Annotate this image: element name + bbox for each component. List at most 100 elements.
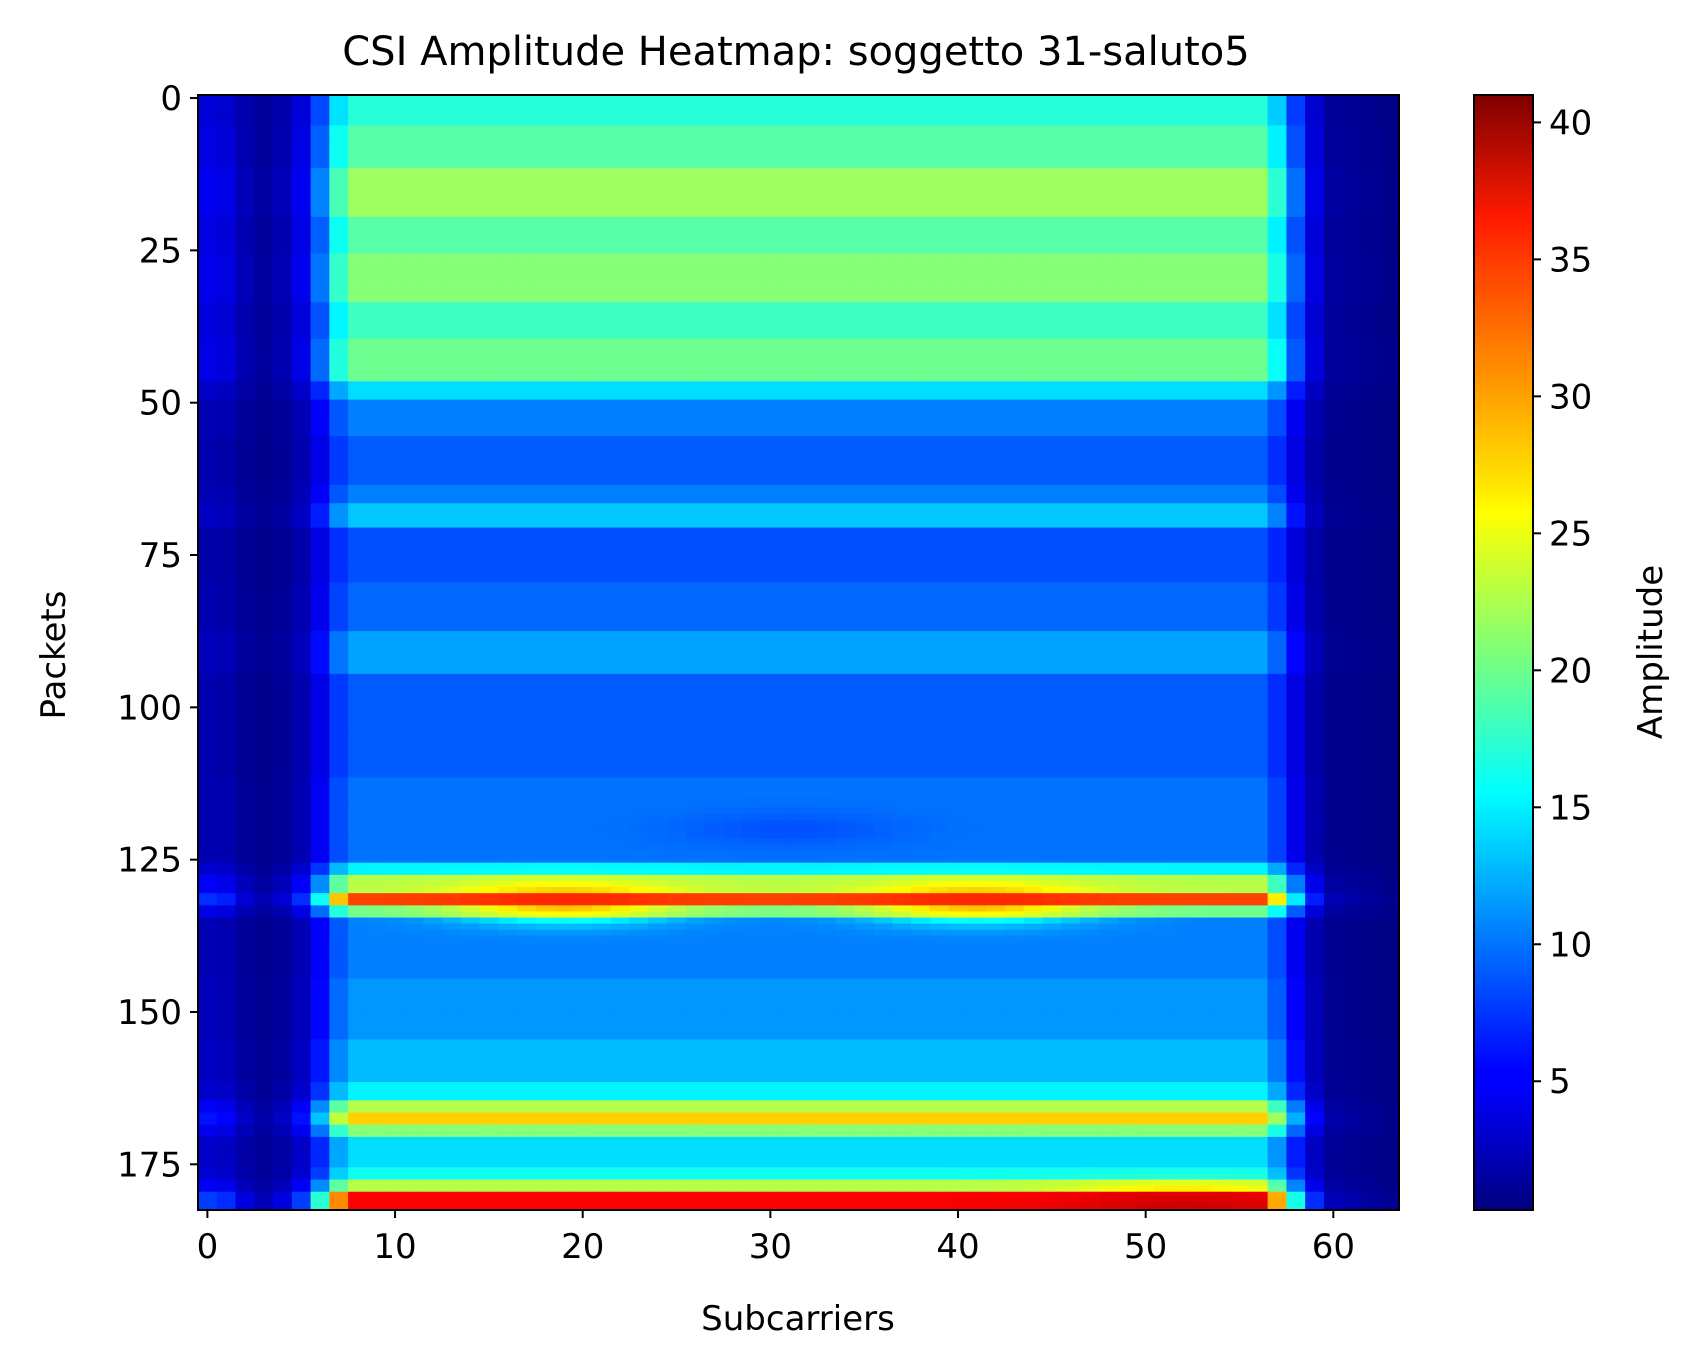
heatmap-cell: [629, 204, 649, 212]
heatmap-cell: [1361, 369, 1381, 376]
heatmap-cell: [610, 363, 631, 370]
heatmap-cell: [1023, 168, 1044, 175]
heatmap-cell: [779, 216, 800, 224]
heatmap-cell: [911, 478, 931, 486]
heatmap-cell: [423, 137, 443, 145]
heatmap-cell: [348, 533, 368, 541]
heatmap-cell: [1192, 411, 1212, 419]
heatmap-cell: [1079, 509, 1100, 517]
heatmap-cell: [1342, 101, 1363, 108]
heatmap-cell: [423, 241, 443, 248]
heatmap-cell: [648, 417, 668, 425]
heatmap-cell: [723, 442, 743, 449]
heatmap-cell: [348, 235, 368, 242]
heatmap-cell: [517, 478, 537, 486]
heatmap-cell: [1211, 107, 1231, 114]
heatmap-cell: [1361, 356, 1381, 364]
heatmap-cell: [779, 192, 800, 200]
heatmap-cell: [310, 344, 330, 352]
heatmap-cell: [198, 472, 218, 480]
heatmap-cell: [667, 241, 687, 248]
heatmap-cell: [1117, 369, 1137, 376]
heatmap-cell: [310, 125, 330, 133]
heatmap-cell: [1117, 399, 1137, 407]
heatmap-cell: [610, 174, 631, 181]
heatmap-cell: [254, 570, 274, 577]
heatmap-cell: [1004, 180, 1025, 187]
heatmap-cell: [1136, 229, 1156, 236]
heatmap-cell: [929, 253, 950, 261]
heatmap-cell: [610, 162, 631, 169]
heatmap-cell: [348, 101, 368, 108]
heatmap-cell: [1211, 326, 1231, 334]
heatmap-cell: [517, 521, 537, 529]
heatmap-cell: [967, 180, 987, 187]
heatmap-cell: [273, 497, 293, 504]
heatmap-cell: [967, 484, 987, 492]
heatmap-cell: [554, 375, 574, 382]
heatmap-cell: [836, 417, 856, 425]
heatmap-cell: [1342, 424, 1363, 431]
heatmap-cell: [854, 387, 875, 395]
heatmap-cell: [216, 332, 237, 340]
heatmap-cell: [798, 192, 818, 200]
heatmap-cell: [235, 277, 255, 285]
heatmap-cell: [1061, 332, 1081, 340]
heatmap-cell: [723, 210, 743, 218]
heatmap-cell: [441, 344, 462, 352]
heatmap-cell: [1136, 350, 1156, 358]
heatmap-cell: [348, 356, 368, 364]
heatmap-cell: [817, 101, 837, 108]
heatmap-cell: [517, 229, 537, 236]
heatmap-cell: [1117, 271, 1137, 279]
heatmap-cell: [441, 216, 462, 224]
heatmap-cell: [742, 363, 762, 370]
heatmap-cell: [592, 399, 612, 407]
heatmap-cell: [517, 387, 537, 395]
heatmap-cell: [892, 558, 912, 565]
heatmap-cell: [1079, 484, 1100, 492]
heatmap-cell: [742, 241, 762, 248]
heatmap-cell: [517, 466, 537, 474]
heatmap-cell: [685, 430, 706, 437]
heatmap-cell: [1155, 198, 1175, 206]
heatmap-cell: [967, 143, 987, 151]
heatmap-cell: [629, 442, 649, 449]
heatmap-cell: [423, 174, 443, 181]
heatmap-cell: [498, 210, 518, 218]
heatmap-cell: [967, 478, 987, 486]
heatmap-cell: [1004, 113, 1025, 120]
heatmap-cell: [291, 162, 312, 169]
heatmap-cell: [1211, 198, 1231, 206]
heatmap-cell: [892, 143, 912, 151]
heatmap-cell: [291, 253, 312, 261]
heatmap-cell: [592, 113, 612, 120]
heatmap-cell: [742, 131, 762, 139]
heatmap-cell: [460, 210, 481, 218]
heatmap-cell: [554, 198, 574, 206]
heatmap-cell: [629, 180, 649, 187]
heatmap-cell: [1098, 308, 1119, 315]
heatmap-cell: [667, 101, 687, 108]
heatmap-cell: [1061, 454, 1081, 462]
heatmap-cell: [310, 332, 330, 340]
heatmap-cell: [629, 363, 649, 370]
heatmap-cell: [1079, 527, 1100, 535]
heatmap-cell: [1004, 101, 1025, 108]
heatmap-cell: [1098, 436, 1119, 443]
heatmap-cell: [723, 271, 743, 279]
heatmap-cell: [310, 302, 330, 309]
heatmap-cell: [517, 448, 537, 456]
heatmap-cell: [1248, 162, 1269, 169]
heatmap-cell: [1192, 162, 1212, 169]
heatmap-cell: [1267, 265, 1288, 273]
heatmap-cell: [760, 253, 781, 261]
heatmap-cell: [1061, 247, 1081, 255]
heatmap-cell: [1192, 387, 1212, 395]
heatmap-cell: [1098, 393, 1119, 401]
heatmap-cell: [967, 314, 987, 322]
heatmap-cell: [273, 393, 293, 401]
heatmap-cell: [1323, 442, 1344, 449]
heatmap-cell: [948, 192, 968, 200]
heatmap-cell: [1305, 478, 1325, 486]
